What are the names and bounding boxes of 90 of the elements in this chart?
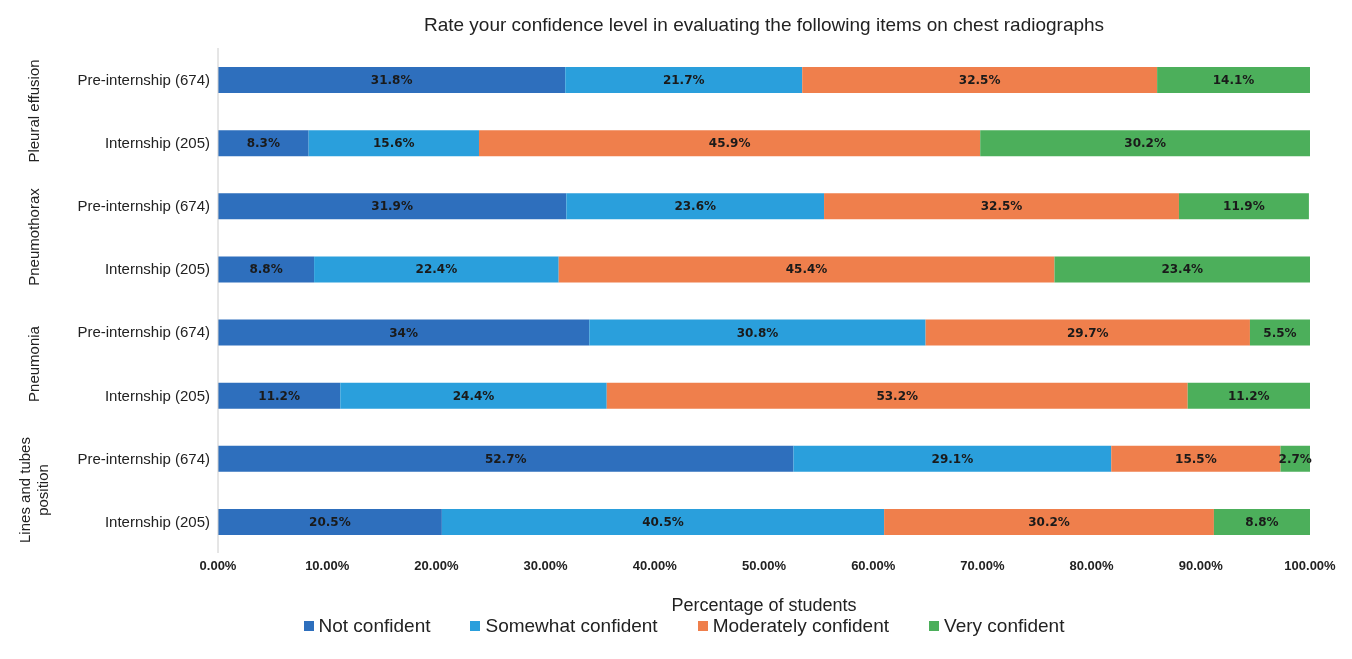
y-tick-label: Pre-internship (674) bbox=[77, 197, 210, 215]
data-label: 30.2% bbox=[1124, 136, 1166, 151]
data-label: 8.8% bbox=[249, 262, 283, 277]
data-label: 15.6% bbox=[372, 136, 415, 151]
bar bbox=[340, 382, 607, 409]
data-label: 45.4% bbox=[785, 262, 828, 277]
data-label: 32.5% bbox=[980, 199, 1023, 214]
bar bbox=[218, 382, 341, 409]
x-tick-label: 0.00% bbox=[199, 558, 237, 574]
y-tick-label: Pre-internship (674) bbox=[77, 323, 210, 341]
bar bbox=[308, 130, 479, 157]
x-tick-label: 30.00% bbox=[523, 558, 569, 574]
bar bbox=[218, 256, 315, 283]
data-label: 11.9% bbox=[1223, 199, 1265, 214]
x-tick-label: 20.00% bbox=[414, 558, 459, 574]
y-tick-label: Internship (205) bbox=[104, 134, 210, 152]
bar bbox=[218, 445, 794, 472]
bar bbox=[1178, 193, 1309, 220]
data-label: 24.4% bbox=[452, 388, 495, 403]
legend-label: Somewhat confident bbox=[484, 615, 658, 637]
bar bbox=[802, 67, 1158, 93]
y-tick-label: Internship (205) bbox=[104, 512, 210, 530]
data-label: 22.4% bbox=[415, 262, 458, 277]
text: Pleural effusion bbox=[24, 58, 43, 165]
legend-label: Moderately confident bbox=[711, 615, 890, 637]
bar bbox=[218, 67, 566, 93]
bar bbox=[606, 382, 1188, 409]
data-label: 31.9% bbox=[371, 199, 413, 214]
text: Pneumothorax bbox=[24, 187, 43, 289]
x-tick-label: 80.00% bbox=[1069, 558, 1115, 574]
bar bbox=[925, 319, 1250, 346]
bar bbox=[824, 193, 1179, 220]
data-label: 29.1% bbox=[931, 451, 974, 466]
bar bbox=[441, 508, 885, 535]
text: Lines and tubes position bbox=[15, 435, 52, 545]
x-tick-label: 90.00% bbox=[1178, 558, 1224, 574]
data-label: 14.1% bbox=[1212, 73, 1255, 87]
chart-title: Rate your confidence level in evaluating the following items on chest radiographs bbox=[422, 14, 1106, 36]
bar bbox=[218, 193, 567, 220]
bar bbox=[1157, 67, 1310, 93]
bar bbox=[1187, 382, 1310, 409]
bar bbox=[218, 508, 442, 535]
bar bbox=[558, 256, 1055, 283]
data-label: 15.5% bbox=[1175, 451, 1217, 466]
bar bbox=[565, 67, 803, 93]
data-label: 8.3% bbox=[246, 136, 280, 151]
y-tick-label: Internship (205) bbox=[104, 386, 210, 404]
data-label: 20.5% bbox=[309, 514, 351, 529]
bar bbox=[218, 130, 309, 157]
bar bbox=[793, 445, 1112, 472]
data-label: 11.2% bbox=[258, 388, 300, 403]
x-tick-label: 10.00% bbox=[305, 558, 350, 574]
data-label: 40.5% bbox=[642, 514, 684, 529]
x-tick-label: 100.00% bbox=[1284, 558, 1337, 574]
bar bbox=[884, 508, 1214, 535]
data-label: 31.8% bbox=[370, 73, 413, 87]
x-tick-label: 60.00% bbox=[851, 558, 896, 574]
y-tick-label: Pre-internship (674) bbox=[77, 449, 210, 467]
data-label: 23.6% bbox=[674, 199, 717, 214]
data-label: 5.5% bbox=[1263, 325, 1297, 340]
data-label: 32.5% bbox=[958, 73, 1001, 87]
data-label: 11.2% bbox=[1228, 388, 1270, 403]
bar bbox=[314, 256, 559, 283]
bar bbox=[1054, 256, 1310, 283]
y-tick-label: Pre-internship (674) bbox=[77, 70, 210, 88]
bar bbox=[1213, 508, 1310, 535]
data-label: 30.2% bbox=[1028, 514, 1070, 529]
x-tick-label: 70.00% bbox=[960, 558, 1005, 574]
data-label: 45.9% bbox=[708, 136, 751, 151]
data-label: 21.7% bbox=[662, 73, 705, 87]
y-tick-label: Internship (205) bbox=[104, 260, 210, 278]
bar bbox=[589, 319, 926, 346]
bar bbox=[1111, 445, 1281, 472]
x-tick-label: 40.00% bbox=[632, 558, 678, 574]
data-label: 30.8% bbox=[736, 325, 779, 340]
data-label: 8.8% bbox=[1245, 514, 1279, 529]
data-label: 23.4% bbox=[1161, 262, 1204, 277]
x-tick-label: 50.00% bbox=[741, 558, 787, 574]
data-label: 53.2% bbox=[876, 388, 919, 403]
data-label: 34% bbox=[389, 325, 419, 340]
legend-label: Very confident bbox=[943, 615, 1065, 637]
data-label: 52.7% bbox=[484, 451, 527, 466]
x-axis-title: Percentage of students bbox=[671, 595, 857, 615]
legend-label: Not confident bbox=[317, 615, 431, 637]
data-label: 29.7% bbox=[1066, 325, 1109, 340]
bar bbox=[566, 193, 825, 220]
bar bbox=[478, 130, 981, 157]
text: Pneumonia bbox=[24, 324, 43, 404]
bar bbox=[980, 130, 1310, 157]
bar bbox=[218, 319, 590, 346]
